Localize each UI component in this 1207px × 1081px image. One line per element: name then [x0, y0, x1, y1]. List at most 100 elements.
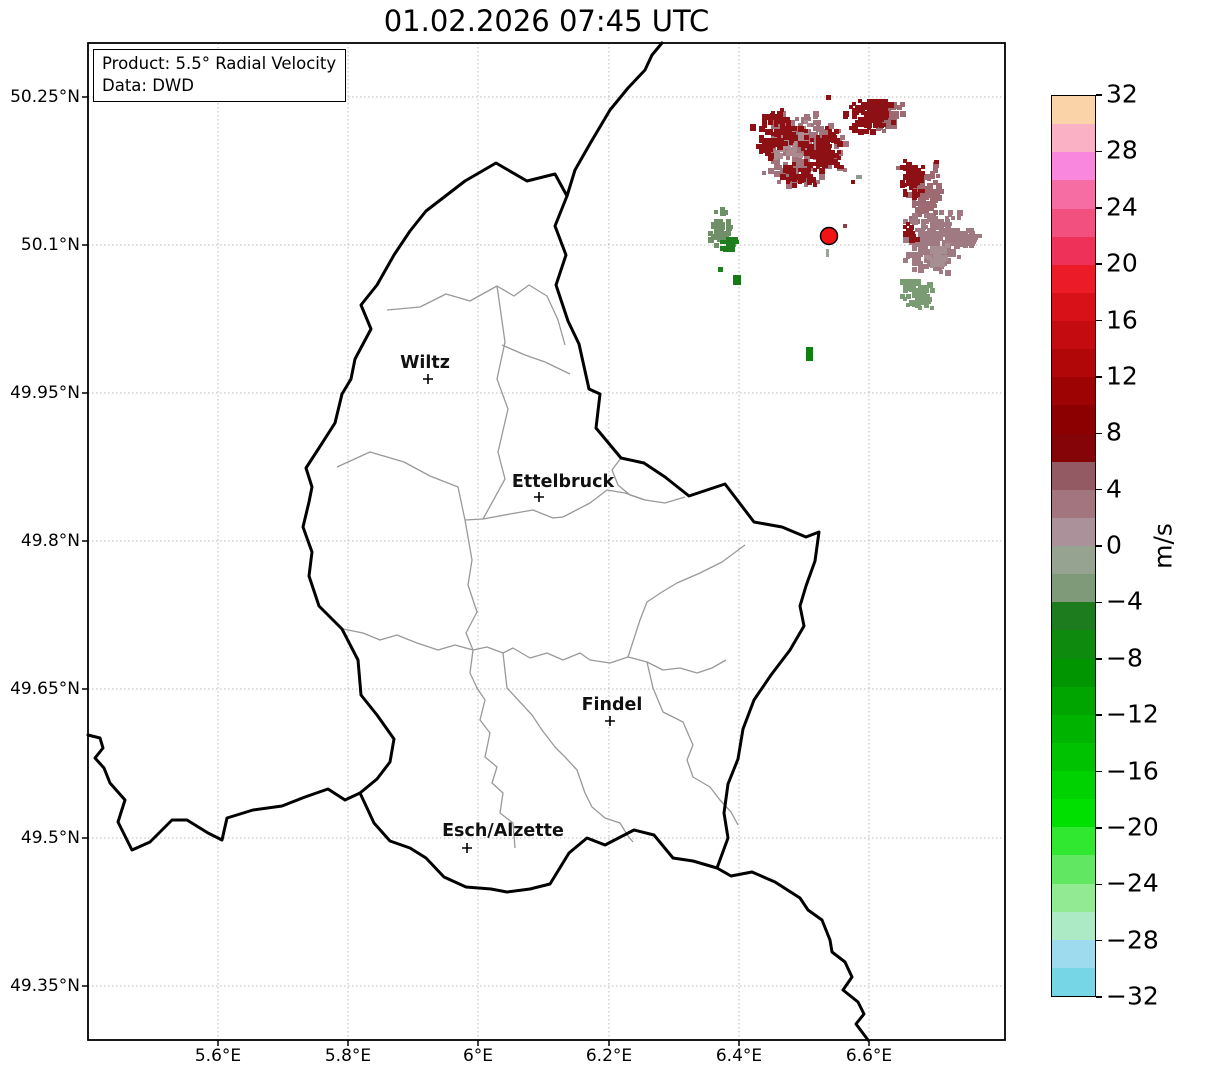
colorbar-tick: [1096, 770, 1102, 773]
grid-lines: [88, 43, 1005, 1040]
colorbar-segment: [1052, 517, 1095, 546]
x-tick-label: 6°E: [462, 1046, 494, 1066]
colorbar-tick-label: −24: [1106, 868, 1159, 898]
radar-echo-pixels: [708, 95, 982, 361]
colorbar[interactable]: [1051, 95, 1096, 997]
colorbar-tick: [1096, 319, 1102, 322]
colorbar-tick-label: −8: [1106, 643, 1143, 673]
x-tick-label: 6.4°E: [715, 1046, 763, 1066]
city-markers: Wiltz Ettelbruck Findel Esch/Alzette: [400, 353, 642, 853]
colorbar-tick: [1096, 714, 1102, 716]
axis-ticks: [82, 96, 870, 1046]
city-label: Wiltz: [400, 353, 450, 373]
y-tick-label: 49.8°N: [20, 531, 80, 551]
colorbar-segment: [1052, 939, 1095, 968]
colorbar-tick: [1096, 432, 1102, 434]
colorbar-segment: [1052, 546, 1095, 575]
colorbar-segment: [1052, 742, 1095, 771]
border-luxembourg: [301, 161, 821, 894]
colorbar-tick: [1096, 94, 1102, 96]
colorbar-segment: [1052, 236, 1095, 265]
colorbar-segment: [1052, 180, 1095, 209]
colorbar-segment: [1052, 321, 1095, 350]
colorbar-tick-label: −4: [1106, 586, 1143, 616]
colorbar-segment: [1052, 658, 1095, 687]
colorbar-tick-label: −20: [1106, 812, 1159, 842]
colorbar-segment: [1052, 967, 1095, 996]
y-tick-label: 50.25°N: [10, 87, 80, 107]
radar-site-marker[interactable]: [819, 226, 839, 246]
colorbar-tick-label: 12: [1106, 361, 1138, 391]
data-source-line: Data: DWD: [102, 75, 194, 95]
colorbar-tick: [1096, 883, 1102, 885]
x-tick-label: 6.2°E: [585, 1046, 633, 1066]
colorbar-tick: [1096, 263, 1102, 265]
colorbar-tick: [1096, 488, 1102, 491]
colorbar-segment: [1052, 574, 1095, 603]
colorbar-tick-label: −28: [1106, 924, 1159, 954]
colorbar-tick-label: 0: [1106, 530, 1122, 560]
x-tick-label: 5.8°E: [324, 1046, 372, 1066]
colorbar-tick: [1096, 827, 1102, 829]
colorbar-segment: [1052, 855, 1095, 884]
colorbar-segment: [1052, 686, 1095, 715]
colorbar-tick-label: 32: [1106, 79, 1138, 109]
colorbar-segment: [1052, 827, 1095, 856]
city-label: Esch/Alzette: [442, 821, 564, 841]
plot-frame: [87, 42, 1006, 1041]
colorbar-tick: [1096, 658, 1102, 660]
colorbar-segment: [1052, 349, 1095, 378]
colorbar-tick: [1096, 150, 1102, 153]
colorbar-segment: [1052, 96, 1095, 125]
colorbar-segment: [1052, 208, 1095, 237]
colorbar-tick-label: −32: [1106, 981, 1159, 1011]
product-line: Product: 5.5° Radial Velocity: [102, 54, 337, 73]
colorbar-segment: [1052, 799, 1095, 828]
colorbar-tick: [1096, 545, 1102, 547]
border-france-germany: [715, 866, 870, 1042]
colorbar-segment: [1052, 433, 1095, 462]
colorbar-tick-label: 8: [1106, 417, 1122, 447]
y-tick-label: 49.65°N: [10, 679, 80, 699]
colorbar-tick: [1096, 939, 1102, 942]
city-label: Findel: [582, 695, 643, 715]
colorbar-tick: [1096, 376, 1102, 378]
colorbar-tick-label: 16: [1106, 304, 1138, 334]
city-label: Ettelbruck: [512, 472, 615, 492]
colorbar-segment: [1052, 124, 1095, 153]
colorbar-segment: [1052, 911, 1095, 940]
colorbar-tick: [1096, 207, 1102, 209]
colorbar-segment: [1052, 771, 1095, 800]
colorbar-tick: [1096, 996, 1102, 998]
district-borders: [336, 284, 746, 849]
colorbar-tick-label: 4: [1106, 473, 1122, 503]
colorbar-tick-label: −12: [1106, 699, 1159, 729]
colorbar-unit-label: m/s: [1148, 523, 1178, 569]
figure-title: 01.02.2026 07:45 UTC: [383, 4, 710, 38]
x-tick-label: 6.6°E: [845, 1046, 893, 1066]
city-plus-marker[interactable]: [534, 492, 544, 502]
y-tick-label: 50.1°N: [20, 235, 80, 255]
city-plus-marker[interactable]: [423, 374, 433, 384]
colorbar-tick-label: −16: [1106, 755, 1159, 785]
colorbar-segment: [1052, 377, 1095, 406]
city-plus-marker[interactable]: [605, 716, 615, 726]
colorbar-segment: [1052, 630, 1095, 659]
colorbar-segment: [1052, 152, 1095, 181]
border-france-belgium: [86, 733, 362, 852]
colorbar-segment: [1052, 883, 1095, 912]
colorbar-segment: [1052, 405, 1095, 434]
colorbar-segment: [1052, 489, 1095, 518]
colorbar-segment: [1052, 292, 1095, 321]
colorbar-tick-label: 28: [1106, 135, 1138, 165]
country-borders: [86, 41, 870, 1042]
y-tick-label: 49.35°N: [10, 976, 80, 996]
colorbar-segment: [1052, 602, 1095, 631]
city-plus-marker[interactable]: [462, 843, 472, 853]
y-tick-label: 49.95°N: [10, 383, 80, 403]
colorbar-segment: [1052, 264, 1095, 293]
colorbar-segment: [1052, 714, 1095, 743]
colorbar-tick: [1096, 601, 1102, 604]
colorbar-segment: [1052, 461, 1095, 490]
